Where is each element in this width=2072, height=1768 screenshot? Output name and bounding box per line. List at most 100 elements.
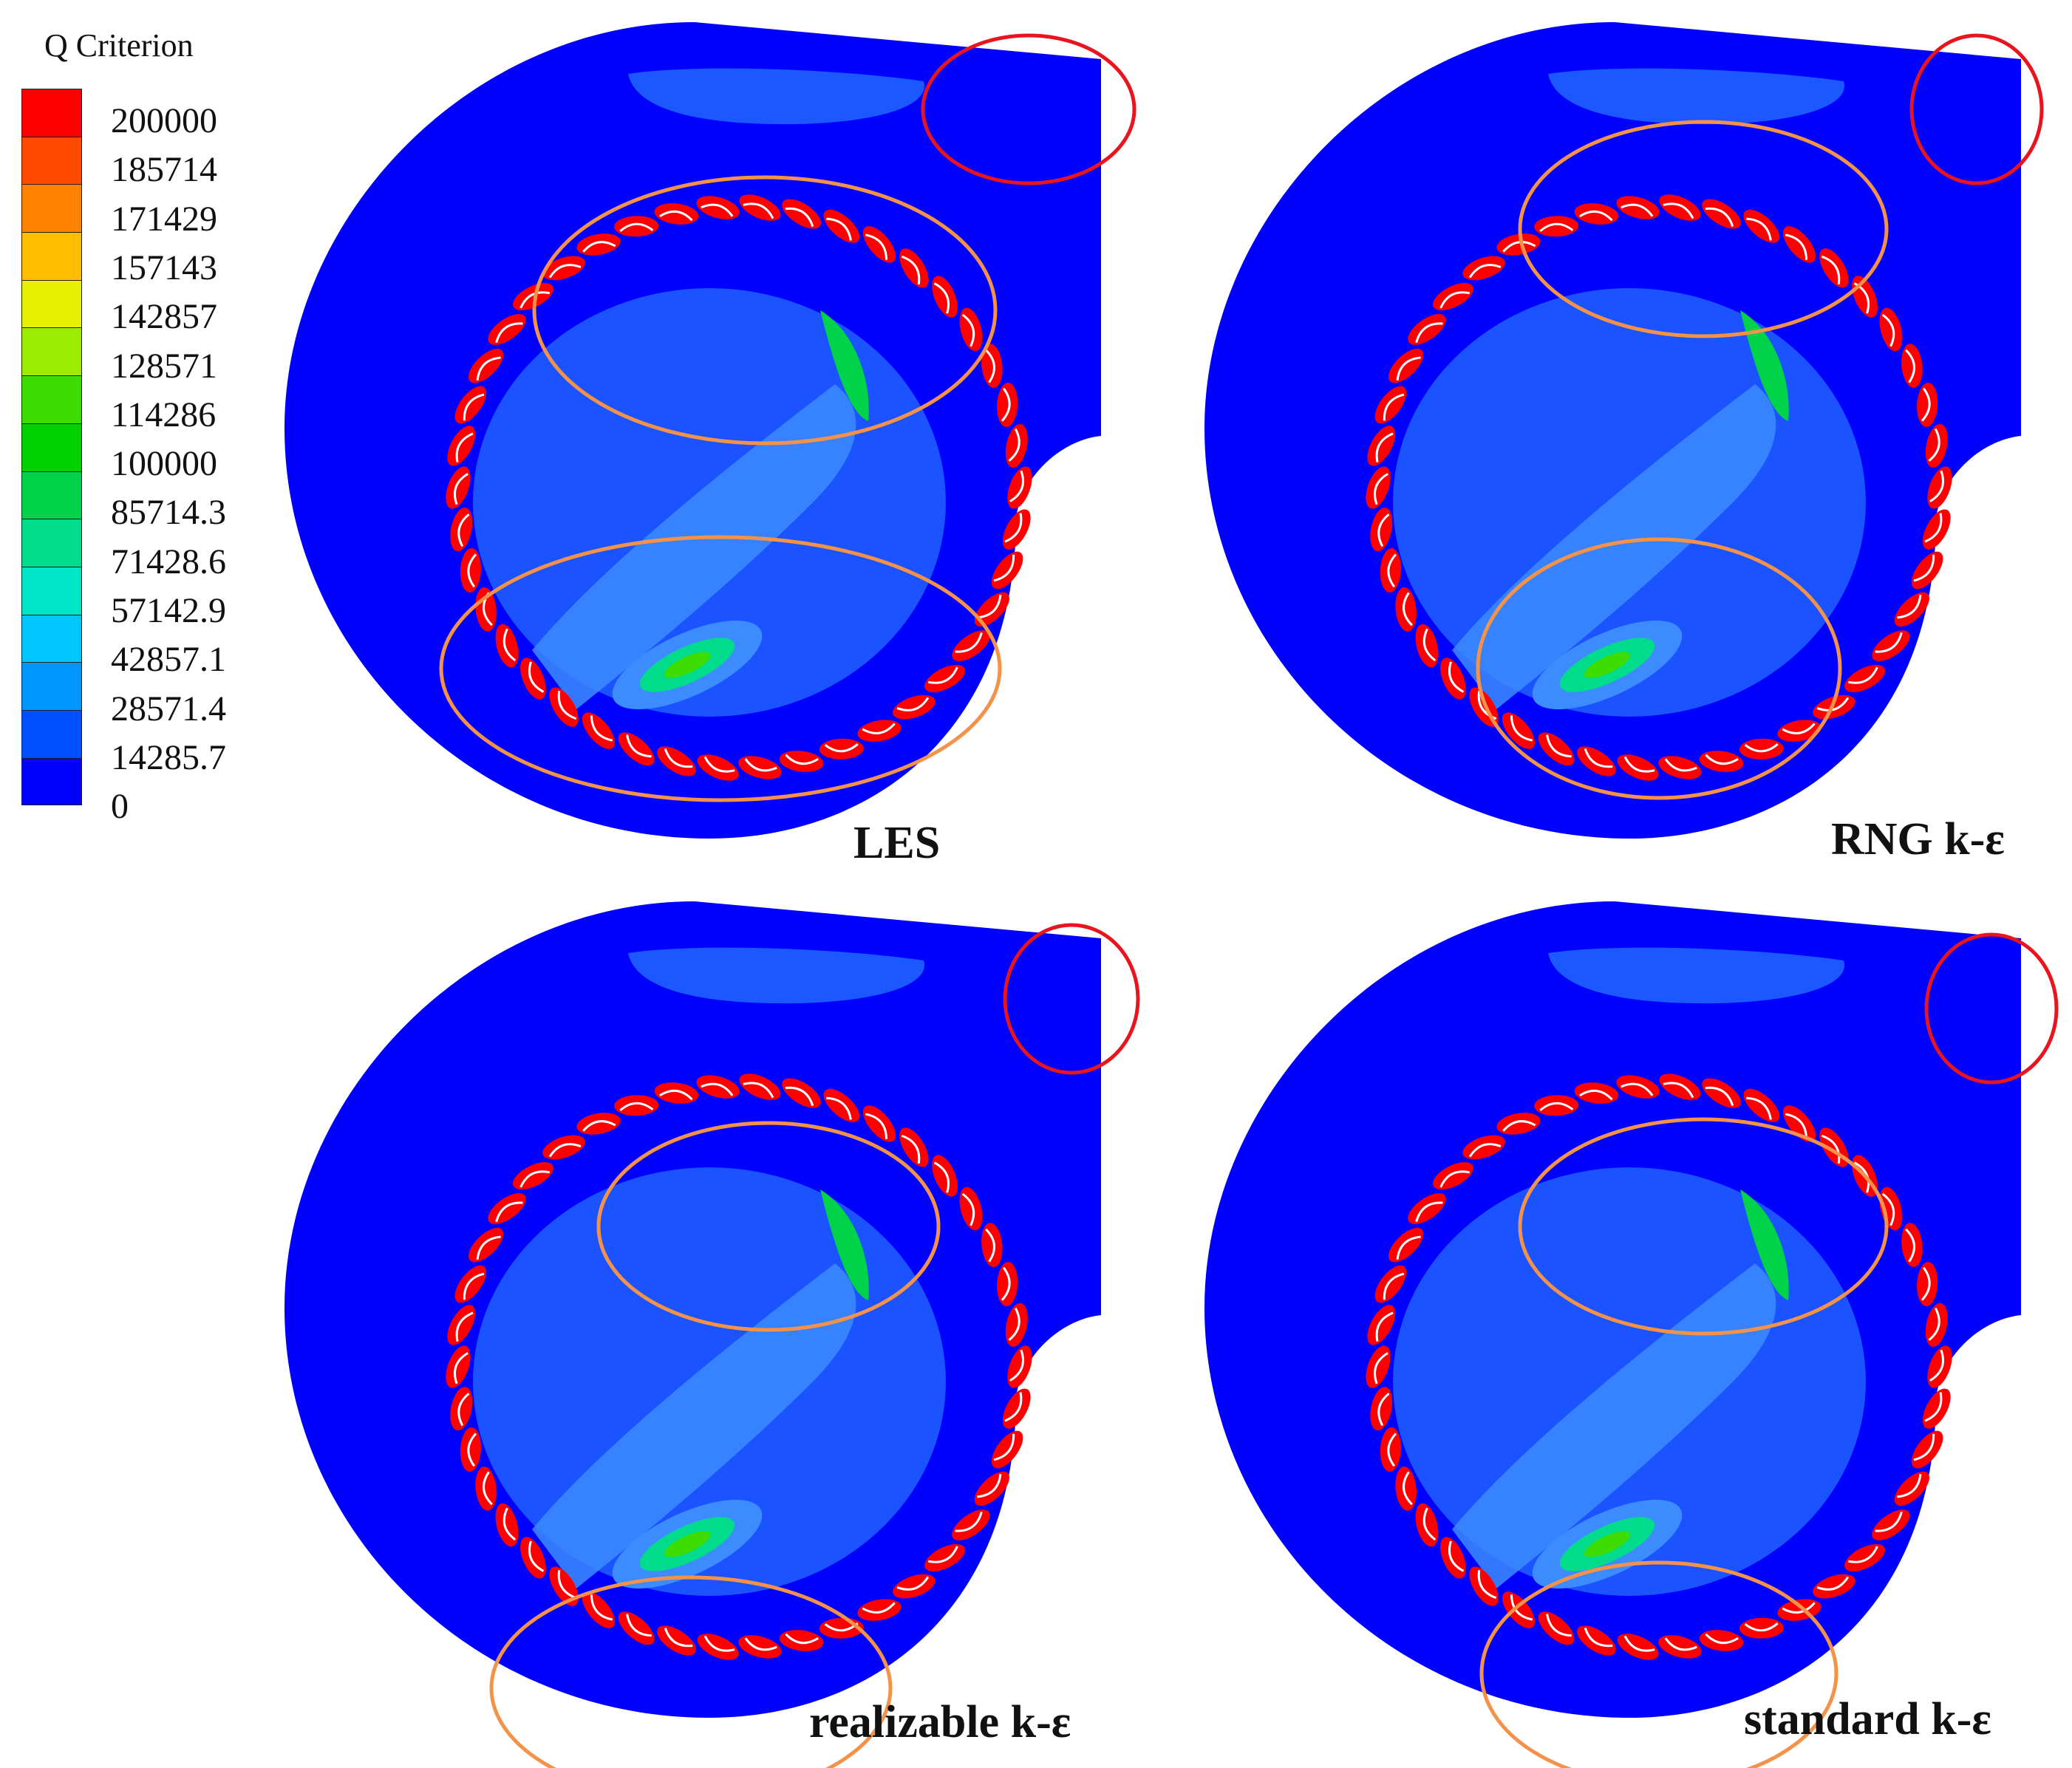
blade [664,748,693,768]
blade [1705,207,1734,227]
blade [927,666,958,684]
blade [1663,202,1694,219]
blade-vortex [495,1503,519,1547]
legend-tick-label: 185714 [111,150,217,190]
legend-tick-label: 0 [111,787,129,827]
blade [701,1082,734,1096]
blade-vortex [1395,1466,1417,1511]
marker-upper-ellipse [596,1121,941,1332]
blade-vortex [450,508,473,552]
blade-vortex [654,1082,699,1104]
blade-vortex [576,233,621,256]
blade-vortex [1739,1617,1784,1639]
blade [743,202,774,219]
blade [1502,241,1536,253]
blade [785,754,819,765]
blade [463,393,485,421]
blade [1853,1161,1870,1193]
blade [1510,1594,1533,1621]
blade-vortex [1739,738,1784,760]
blade-vortex [696,1075,740,1099]
blade [457,1393,470,1427]
tongue-wake-region [1548,947,1845,1004]
blade [985,1228,995,1263]
legend-swatch [21,184,82,233]
blade-vortex [1534,216,1579,237]
legend-tick-label: 142857 [111,297,217,337]
blade-vortex [981,344,1003,389]
blade [1396,1235,1421,1260]
blade [1924,1392,1943,1422]
blade [744,1637,777,1651]
blade [1881,313,1895,347]
blade [1439,291,1470,309]
blade-vortex [1658,1635,1702,1659]
blade [476,356,501,380]
lower-vortex-core [1584,1531,1631,1557]
blade [896,1576,930,1591]
blade [701,203,734,217]
blade [993,1433,1015,1461]
blade [1928,428,1940,462]
blade [548,264,582,279]
blade [1422,628,1437,662]
blade-vortex [576,1113,621,1135]
marker-outlet-circle [1924,932,2059,1085]
blade [476,1235,501,1260]
tongue-wake-region [628,68,925,125]
blade [1387,1433,1397,1467]
blade [467,1433,477,1467]
blade-vortex [654,203,699,225]
blade-vortex [1925,423,1948,468]
blade [1377,513,1390,547]
blade [933,1161,950,1193]
blade-vortex [1917,383,1938,427]
blade [1579,210,1613,222]
blade [1546,734,1572,758]
blade [785,1633,819,1645]
blade-vortex [1901,1223,1923,1268]
blade [1875,632,1903,653]
blade-vortex [1616,1075,1660,1099]
legend-swatch [21,757,82,806]
legend-swatch [21,614,82,663]
panel-rng [1204,22,2044,839]
blade [1468,1143,1502,1158]
blade-vortex [475,1466,497,1511]
blade [703,1635,735,1652]
legend-tick-label: 157143 [111,248,217,287]
blade [1847,666,1878,684]
upper-streak [820,310,869,421]
blade-vortex [1894,1471,1929,1506]
vortex-band [532,384,856,709]
blade [1913,554,1935,582]
blade [619,222,654,232]
blade-vortex [468,1227,504,1263]
legend-tick-label: 114286 [111,395,217,434]
blade [955,632,983,653]
blade-vortex [1616,196,1660,219]
blade [1009,470,1024,502]
blade [1422,1507,1437,1541]
blade [744,758,777,772]
blade-vortex [1574,1082,1619,1104]
blade-vortex [779,751,824,772]
marker-outlet-circle [921,33,1136,185]
legend-tick-label: 28571.4 [111,689,226,728]
blade [1009,1349,1024,1382]
marker-lower-ellipse [489,1575,893,1768]
blade-vortex [1380,1427,1401,1472]
blade [1705,754,1739,765]
blade [467,553,477,588]
blade [703,756,735,773]
marker-upper-ellipse [532,175,998,446]
panel-label-realizable: realizable k-ε [809,1697,1071,1747]
blade [933,282,950,314]
blade [1403,1471,1413,1506]
blade [1928,1307,1940,1341]
blade [626,1614,652,1637]
lower-vortex-core [664,652,711,678]
legend-swatch [21,89,82,137]
